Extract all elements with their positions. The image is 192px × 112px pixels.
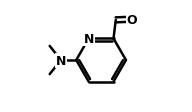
Text: N: N (84, 33, 94, 46)
Text: N: N (56, 54, 66, 67)
Text: O: O (127, 14, 137, 27)
